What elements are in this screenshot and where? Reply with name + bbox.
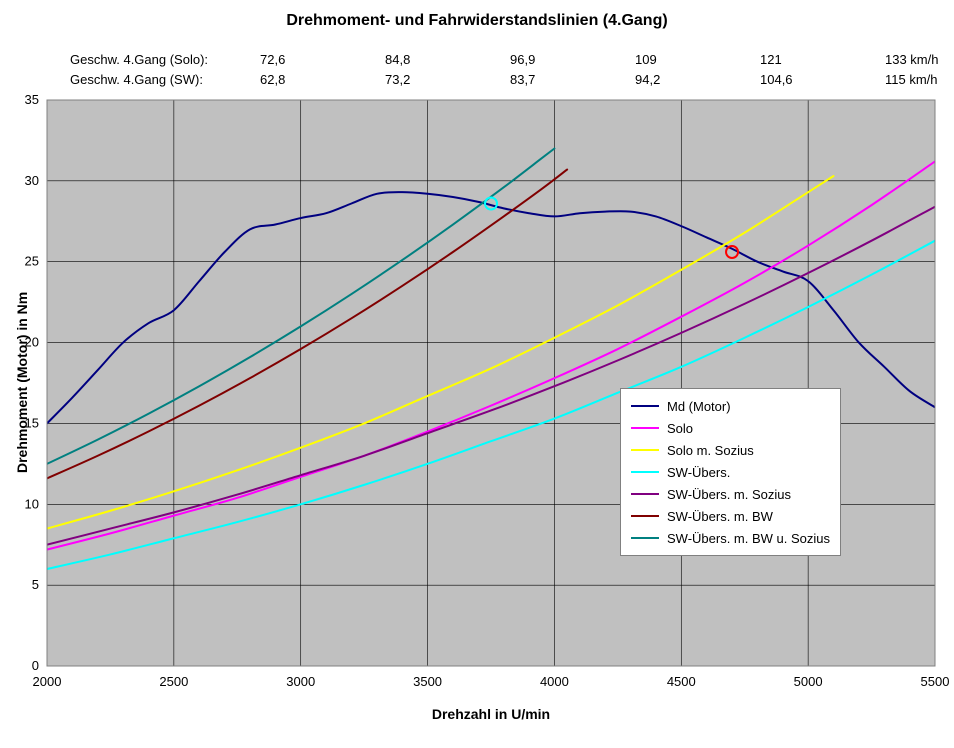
svg-text:25: 25 (25, 254, 39, 269)
sup-row-value: 109 (635, 52, 657, 67)
sup-row-value: 133 km/h (885, 52, 938, 67)
legend-item: SW-Übers. m. BW u. Sozius (631, 527, 830, 549)
legend-item: Solo (631, 417, 830, 439)
svg-text:35: 35 (25, 92, 39, 107)
sup-row-value: 104,6 (760, 72, 793, 87)
sup-row-value: 96,9 (510, 52, 535, 67)
svg-text:0: 0 (32, 658, 39, 673)
legend-swatch (631, 405, 659, 407)
svg-text:3000: 3000 (286, 674, 315, 689)
sup-row-value: 62,8 (260, 72, 285, 87)
legend-label: Solo (667, 421, 693, 436)
legend-item: SW-Übers. (631, 461, 830, 483)
sup-row-value: 72,6 (260, 52, 285, 67)
sup-row-label: Geschw. 4.Gang (Solo): (70, 52, 208, 67)
legend-label: SW-Übers. m. BW u. Sozius (667, 531, 830, 546)
legend-label: SW-Übers. m. Sozius (667, 487, 791, 502)
legend-label: SW-Übers. m. BW (667, 509, 773, 524)
legend-swatch (631, 515, 659, 517)
legend-item: SW-Übers. m. Sozius (631, 483, 830, 505)
svg-text:4500: 4500 (667, 674, 696, 689)
svg-text:10: 10 (25, 496, 39, 511)
sup-row-value: 84,8 (385, 52, 410, 67)
sup-row-value: 115 km/h (885, 72, 938, 87)
svg-text:30: 30 (25, 173, 39, 188)
svg-text:5: 5 (32, 577, 39, 592)
svg-text:3500: 3500 (413, 674, 442, 689)
svg-text:5000: 5000 (794, 674, 823, 689)
legend-swatch (631, 537, 659, 539)
legend-swatch (631, 471, 659, 473)
svg-text:4000: 4000 (540, 674, 569, 689)
y-axis-label: Drehmoment (Motor) in Nm (14, 292, 30, 473)
legend-swatch (631, 449, 659, 451)
svg-text:5500: 5500 (921, 674, 950, 689)
x-axis-label: Drehzahl in U/min (47, 706, 935, 722)
sup-row-value: 83,7 (510, 72, 535, 87)
sup-row-value: 121 (760, 52, 782, 67)
legend-item: Solo m. Sozius (631, 439, 830, 461)
legend-label: Solo m. Sozius (667, 443, 754, 458)
legend-swatch (631, 493, 659, 495)
chart-svg: 2000250030003500400045005000550005101520… (0, 0, 954, 748)
sup-row-value: 94,2 (635, 72, 660, 87)
sup-row-label: Geschw. 4.Gang (SW): (70, 72, 203, 87)
legend-label: Md (Motor) (667, 399, 731, 414)
legend: Md (Motor) Solo Solo m. Sozius SW-Übers. SW-… (620, 388, 841, 556)
svg-text:2000: 2000 (33, 674, 62, 689)
sup-row-value: 73,2 (385, 72, 410, 87)
legend-item: SW-Übers. m. BW (631, 505, 830, 527)
legend-label: SW-Übers. (667, 465, 730, 480)
legend-swatch (631, 427, 659, 429)
chart-container: Drehmoment- und Fahrwiderstandslinien (4… (0, 0, 954, 748)
legend-item: Md (Motor) (631, 395, 830, 417)
svg-text:2500: 2500 (159, 674, 188, 689)
